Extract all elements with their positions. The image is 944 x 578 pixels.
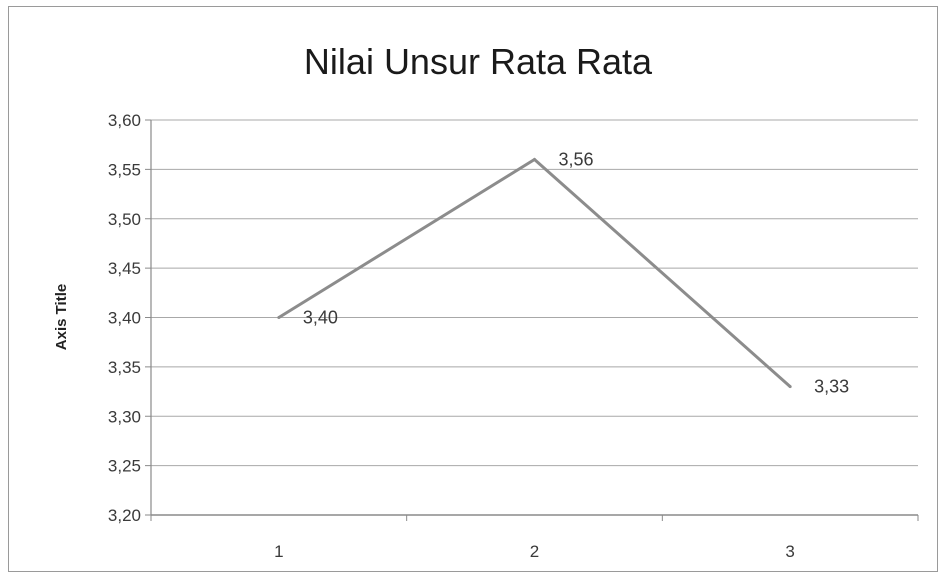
data-labels: 3,40 3,56 3,33: [303, 150, 849, 397]
y-tick-label: 3,40: [108, 309, 141, 328]
y-axis-ticks: 3,20 3,25 3,30 3,35 3,40 3,45 3,50 3,55 3,60: [108, 111, 141, 525]
y-tick-label: 3,45: [108, 259, 141, 278]
data-label: 3,33: [814, 377, 849, 397]
chart-title: Nilai Unsur Rata Rata: [304, 41, 653, 82]
y-tick-label: 3,20: [108, 506, 141, 525]
y-tick-label: 3,60: [108, 111, 141, 130]
data-point: [277, 316, 281, 319]
y-tick-label: 3,55: [108, 160, 141, 179]
y-tick-label: 3,35: [108, 358, 141, 377]
data-label: 3,40: [303, 308, 338, 328]
chart-frame: [8, 6, 938, 572]
series-line: [278, 157, 792, 388]
data-label: 3,56: [559, 150, 594, 170]
x-tick-label: 2: [530, 542, 539, 561]
y-tick-label: 3,25: [108, 457, 141, 476]
gridlines: [145, 119, 919, 521]
series-group: [277, 157, 792, 389]
x-tick-label: 3: [785, 542, 794, 561]
x-tick-label: 1: [274, 542, 283, 561]
data-point: [533, 158, 536, 161]
data-point: [788, 385, 792, 389]
y-tick-label: 3,30: [108, 407, 141, 426]
x-axis-ticks: 1 2 3: [274, 542, 795, 561]
y-axis-title: Axis Title: [53, 284, 70, 350]
y-tick-label: 3,50: [108, 210, 141, 229]
